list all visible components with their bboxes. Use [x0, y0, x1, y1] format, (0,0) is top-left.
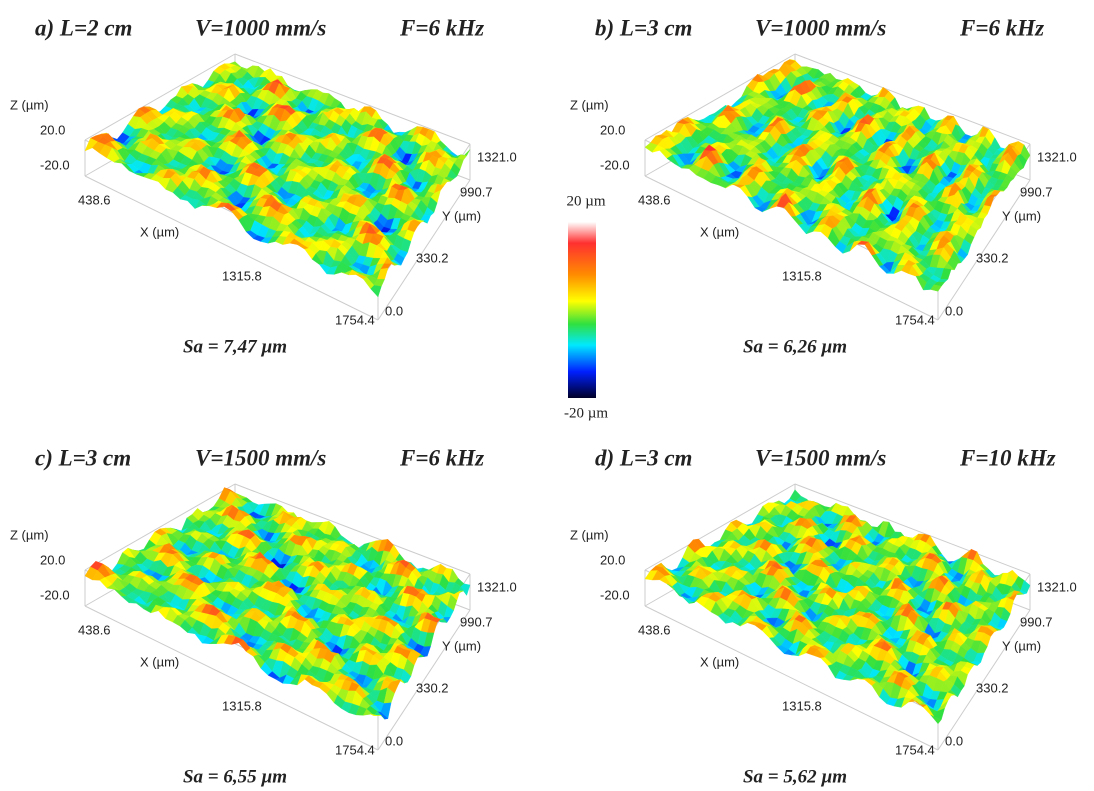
z-axis-label: Z (µm) — [570, 97, 609, 112]
panel: b) L=3 cm V=1000 mm/s F=6 kHz Z (µm) 20.0 -20… — [570, 15, 1077, 357]
panel-title: F=10 kHz — [959, 445, 1056, 470]
y-tick-label: 1321.0 — [1037, 149, 1077, 164]
z-axis-label: Z (µm) — [10, 97, 49, 112]
y-tick-label: 330.2 — [976, 250, 1009, 265]
x-tick-label: 1754.4 — [335, 312, 375, 327]
x-tick-label: 1754.4 — [895, 742, 935, 757]
x-axis-label: X (µm) — [140, 224, 179, 239]
y-tick-label: 990.7 — [1020, 184, 1053, 199]
x-tick-label: 1754.4 — [895, 312, 935, 327]
colorbar — [568, 222, 596, 398]
panel: a) L=2 cm V=1000 mm/s F=6 kHz Z (µm) 20.0 -20… — [10, 15, 517, 357]
z-tick-label: 20.0 — [40, 122, 65, 137]
y-tick-label: 0.0 — [945, 303, 963, 318]
panel-title: V=1000 mm/s — [195, 15, 326, 40]
x-tick-label: 438.6 — [638, 622, 671, 637]
panel-title: d) L=3 cm — [595, 445, 692, 470]
y-tick-label: 990.7 — [460, 184, 493, 199]
panel-title: F=6 kHz — [399, 445, 484, 470]
z-tick-label: -20.0 — [40, 587, 70, 602]
y-axis-label: Y (µm) — [442, 638, 481, 653]
y-tick-label: 990.7 — [460, 614, 493, 629]
y-tick-label: 330.2 — [416, 680, 449, 695]
x-tick-label: 1315.8 — [222, 698, 262, 713]
z-axis-label: Z (µm) — [570, 527, 609, 542]
x-tick-label: 438.6 — [638, 192, 671, 207]
x-tick-label: 1315.8 — [222, 268, 262, 283]
x-axis-label: X (µm) — [700, 224, 739, 239]
y-tick-label: 0.0 — [385, 303, 403, 318]
y-tick-label: 990.7 — [1020, 614, 1053, 629]
colorbar-min: -20 µm — [564, 405, 608, 421]
roughness-label: Sa = 5,62 µm — [743, 766, 847, 787]
y-tick-label: 1321.0 — [1037, 579, 1077, 594]
y-axis-label: Y (µm) — [442, 208, 481, 223]
panel-title: F=6 kHz — [399, 15, 484, 40]
x-tick-label: 1754.4 — [335, 742, 375, 757]
y-axis-label: Y (µm) — [1002, 638, 1041, 653]
x-tick-label: 1315.8 — [782, 698, 822, 713]
y-axis-label: Y (µm) — [1002, 208, 1041, 223]
y-tick-label: 1321.0 — [477, 149, 517, 164]
x-axis-label: X (µm) — [700, 654, 739, 669]
panel-title: V=1000 mm/s — [755, 15, 886, 40]
x-axis-label: X (µm) — [140, 654, 179, 669]
panel-title: V=1500 mm/s — [755, 445, 886, 470]
panel-title: c) L=3 cm — [35, 445, 131, 470]
z-tick-label: 20.0 — [600, 122, 625, 137]
panel-title: F=6 kHz — [959, 15, 1044, 40]
panel: c) L=3 cm V=1500 mm/s F=6 kHz Z (µm) 20.0 -20… — [10, 445, 517, 787]
y-tick-label: 1321.0 — [477, 579, 517, 594]
y-tick-label: 0.0 — [385, 733, 403, 748]
panel-title: b) L=3 cm — [595, 15, 692, 40]
z-tick-label: -20.0 — [40, 157, 70, 172]
y-tick-label: 330.2 — [976, 680, 1009, 695]
roughness-label: Sa = 6,26 µm — [743, 336, 847, 357]
x-tick-label: 438.6 — [78, 192, 111, 207]
y-tick-label: 0.0 — [945, 733, 963, 748]
z-tick-label: 20.0 — [40, 552, 65, 567]
x-tick-label: 438.6 — [78, 622, 111, 637]
panel-title: V=1500 mm/s — [195, 445, 326, 470]
x-tick-label: 1315.8 — [782, 268, 822, 283]
z-tick-label: 20.0 — [600, 552, 625, 567]
z-axis-label: Z (µm) — [10, 527, 49, 542]
roughness-label: Sa = 6,55 µm — [183, 766, 287, 787]
z-tick-label: -20.0 — [600, 587, 630, 602]
panel-title: a) L=2 cm — [35, 15, 132, 40]
surface-cell — [371, 285, 382, 297]
z-tick-label: -20.0 — [600, 157, 630, 172]
y-tick-label: 330.2 — [416, 250, 449, 265]
roughness-label: Sa = 7,47 µm — [183, 336, 287, 357]
panel: d) L=3 cm V=1500 mm/s F=10 kHz Z (µm) 20.0 -2… — [570, 445, 1077, 787]
colorbar-max: 20 µm — [566, 193, 605, 209]
